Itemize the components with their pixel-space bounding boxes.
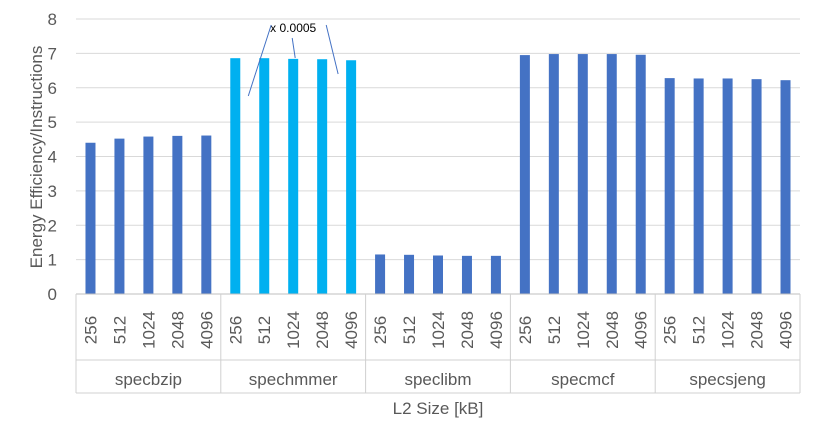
x-tick-label: 256 — [516, 316, 535, 344]
gridlines — [76, 18, 800, 295]
bar-specbzip-4096 — [201, 135, 212, 294]
y-tick-label: 3 — [48, 182, 57, 201]
y-tick-label: 5 — [48, 113, 57, 132]
bar-spechmmer-4096 — [346, 60, 357, 294]
bar-specsjeng-512 — [693, 78, 704, 294]
bar-specmcf-256 — [519, 55, 530, 294]
bar-specmcf-1024 — [577, 54, 588, 294]
x-tick-label: 1024 — [139, 311, 158, 349]
y-tick-label: 8 — [48, 10, 57, 29]
x-tick-label: 256 — [371, 316, 390, 344]
x-tick-label: 2048 — [603, 311, 622, 349]
x-tick-label: 512 — [110, 316, 129, 344]
bar-specbzip-1024 — [143, 136, 154, 294]
bar-specmcf-4096 — [635, 54, 646, 294]
bar-spechmmer-2048 — [317, 59, 328, 294]
y-axis-label: Energy Efficiency/Instructions — [27, 46, 46, 269]
x-tick-label: 512 — [255, 316, 274, 344]
bar-speclibm-2048 — [461, 255, 472, 294]
x-tick-label: 256 — [81, 316, 100, 344]
bar-spechmmer-1024 — [288, 58, 299, 294]
x-tick-label: 2048 — [313, 311, 332, 349]
group-label: speclibm — [404, 370, 471, 389]
bar-specsjeng-4096 — [780, 80, 791, 294]
bar-spechmmer-256 — [230, 58, 241, 294]
x-tick-label: 4096 — [342, 311, 361, 349]
x-axis-label: L2 Size [kB] — [393, 399, 484, 418]
x-tick-label: 2048 — [748, 311, 767, 349]
x-tick-label: 256 — [226, 316, 245, 344]
y-tick-labels: 0 1 2 3 4 5 6 7 8 — [48, 10, 57, 304]
bar-specbzip-512 — [114, 138, 125, 294]
x-tick-label: 4096 — [777, 311, 796, 349]
annotation-leader — [247, 24, 272, 97]
x-tick-label: 1024 — [719, 311, 738, 349]
bar-speclibm-256 — [375, 254, 386, 294]
bar-spechmmer-512 — [259, 58, 270, 294]
x-tick-label: 512 — [545, 316, 564, 344]
y-tick-label: 7 — [48, 44, 57, 63]
bar-specsjeng-256 — [664, 78, 675, 294]
bar-specmcf-2048 — [606, 54, 617, 294]
x-tick-label: 256 — [661, 316, 680, 344]
bar-speclibm-512 — [404, 254, 415, 294]
y-tick-label: 6 — [48, 79, 57, 98]
bar-specsjeng-2048 — [751, 79, 762, 294]
x-tick-label: 1024 — [574, 311, 593, 349]
x-axis: 256 512 1024 2048 4096 specbzip 256 512 1024 2048… — [75, 293, 801, 394]
x-tick-label: 512 — [400, 316, 419, 344]
annotation-leader — [291, 37, 296, 59]
x-tick-label: 2048 — [168, 311, 187, 349]
group-label: spechmmer — [249, 370, 338, 389]
bars — [85, 54, 791, 294]
bar-specbzip-256 — [85, 142, 96, 294]
y-tick-label: 2 — [48, 216, 57, 235]
annotation-text: x 0.0005 — [270, 21, 316, 35]
y-tick-label: 0 — [48, 285, 57, 304]
x-tick-label: 4096 — [632, 311, 651, 349]
bar-specsjeng-1024 — [722, 78, 733, 294]
group-label: specmcf — [551, 370, 615, 389]
x-tick-label: 2048 — [458, 311, 477, 349]
bar-specbzip-2048 — [172, 135, 183, 294]
annotation: x 0.0005 — [247, 21, 339, 97]
y-tick-label: 4 — [48, 148, 57, 167]
x-tick-label: 512 — [690, 316, 709, 344]
annotation-leader — [325, 24, 339, 75]
group-label: specbzip — [115, 370, 182, 389]
x-tick-label: 4096 — [487, 311, 506, 349]
bar-speclibm-4096 — [490, 255, 501, 294]
y-tick-label: 1 — [48, 251, 57, 270]
group-label: specsjeng — [689, 370, 766, 389]
bar-specmcf-512 — [548, 54, 559, 294]
x-tick-label: 1024 — [284, 311, 303, 349]
bar-speclibm-1024 — [433, 255, 443, 294]
x-tick-label: 1024 — [429, 311, 448, 349]
x-tick-label: 4096 — [197, 311, 216, 349]
